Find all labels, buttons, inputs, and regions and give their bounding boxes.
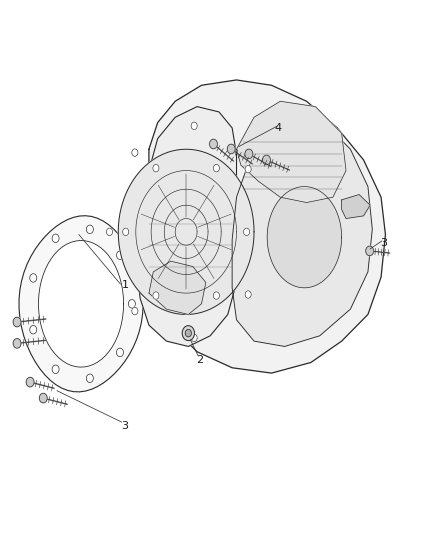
Circle shape — [191, 122, 197, 130]
Circle shape — [132, 308, 138, 315]
Text: 3: 3 — [380, 238, 387, 247]
Polygon shape — [39, 240, 124, 367]
Circle shape — [213, 164, 219, 172]
Polygon shape — [136, 107, 237, 346]
Polygon shape — [19, 216, 143, 392]
Polygon shape — [149, 261, 206, 314]
Text: 4: 4 — [275, 123, 282, 133]
Text: 3: 3 — [121, 422, 128, 431]
Circle shape — [245, 149, 253, 159]
Circle shape — [128, 300, 135, 308]
Circle shape — [13, 317, 21, 327]
Circle shape — [132, 149, 138, 156]
Circle shape — [153, 292, 159, 300]
Circle shape — [30, 326, 37, 334]
Circle shape — [39, 393, 47, 403]
Circle shape — [244, 228, 250, 236]
Circle shape — [30, 273, 37, 282]
Polygon shape — [232, 112, 372, 346]
Circle shape — [213, 292, 219, 300]
Circle shape — [117, 251, 124, 260]
Circle shape — [123, 228, 129, 236]
Polygon shape — [118, 149, 254, 314]
Circle shape — [262, 155, 270, 165]
Circle shape — [185, 329, 191, 337]
Circle shape — [245, 291, 251, 298]
Circle shape — [366, 246, 374, 256]
Circle shape — [86, 374, 93, 383]
Text: 2: 2 — [196, 355, 203, 365]
Circle shape — [26, 377, 34, 387]
Polygon shape — [342, 195, 370, 219]
Circle shape — [52, 234, 59, 243]
Circle shape — [227, 144, 235, 154]
Circle shape — [191, 334, 197, 342]
Polygon shape — [237, 101, 346, 203]
Text: 1: 1 — [121, 280, 128, 290]
Polygon shape — [145, 80, 385, 373]
Circle shape — [182, 326, 194, 341]
Circle shape — [209, 139, 217, 149]
Circle shape — [153, 164, 159, 172]
Circle shape — [106, 228, 113, 236]
Circle shape — [245, 165, 251, 173]
Circle shape — [117, 348, 124, 357]
Circle shape — [52, 365, 59, 374]
Circle shape — [86, 225, 93, 233]
Polygon shape — [267, 187, 342, 288]
Circle shape — [13, 338, 21, 348]
